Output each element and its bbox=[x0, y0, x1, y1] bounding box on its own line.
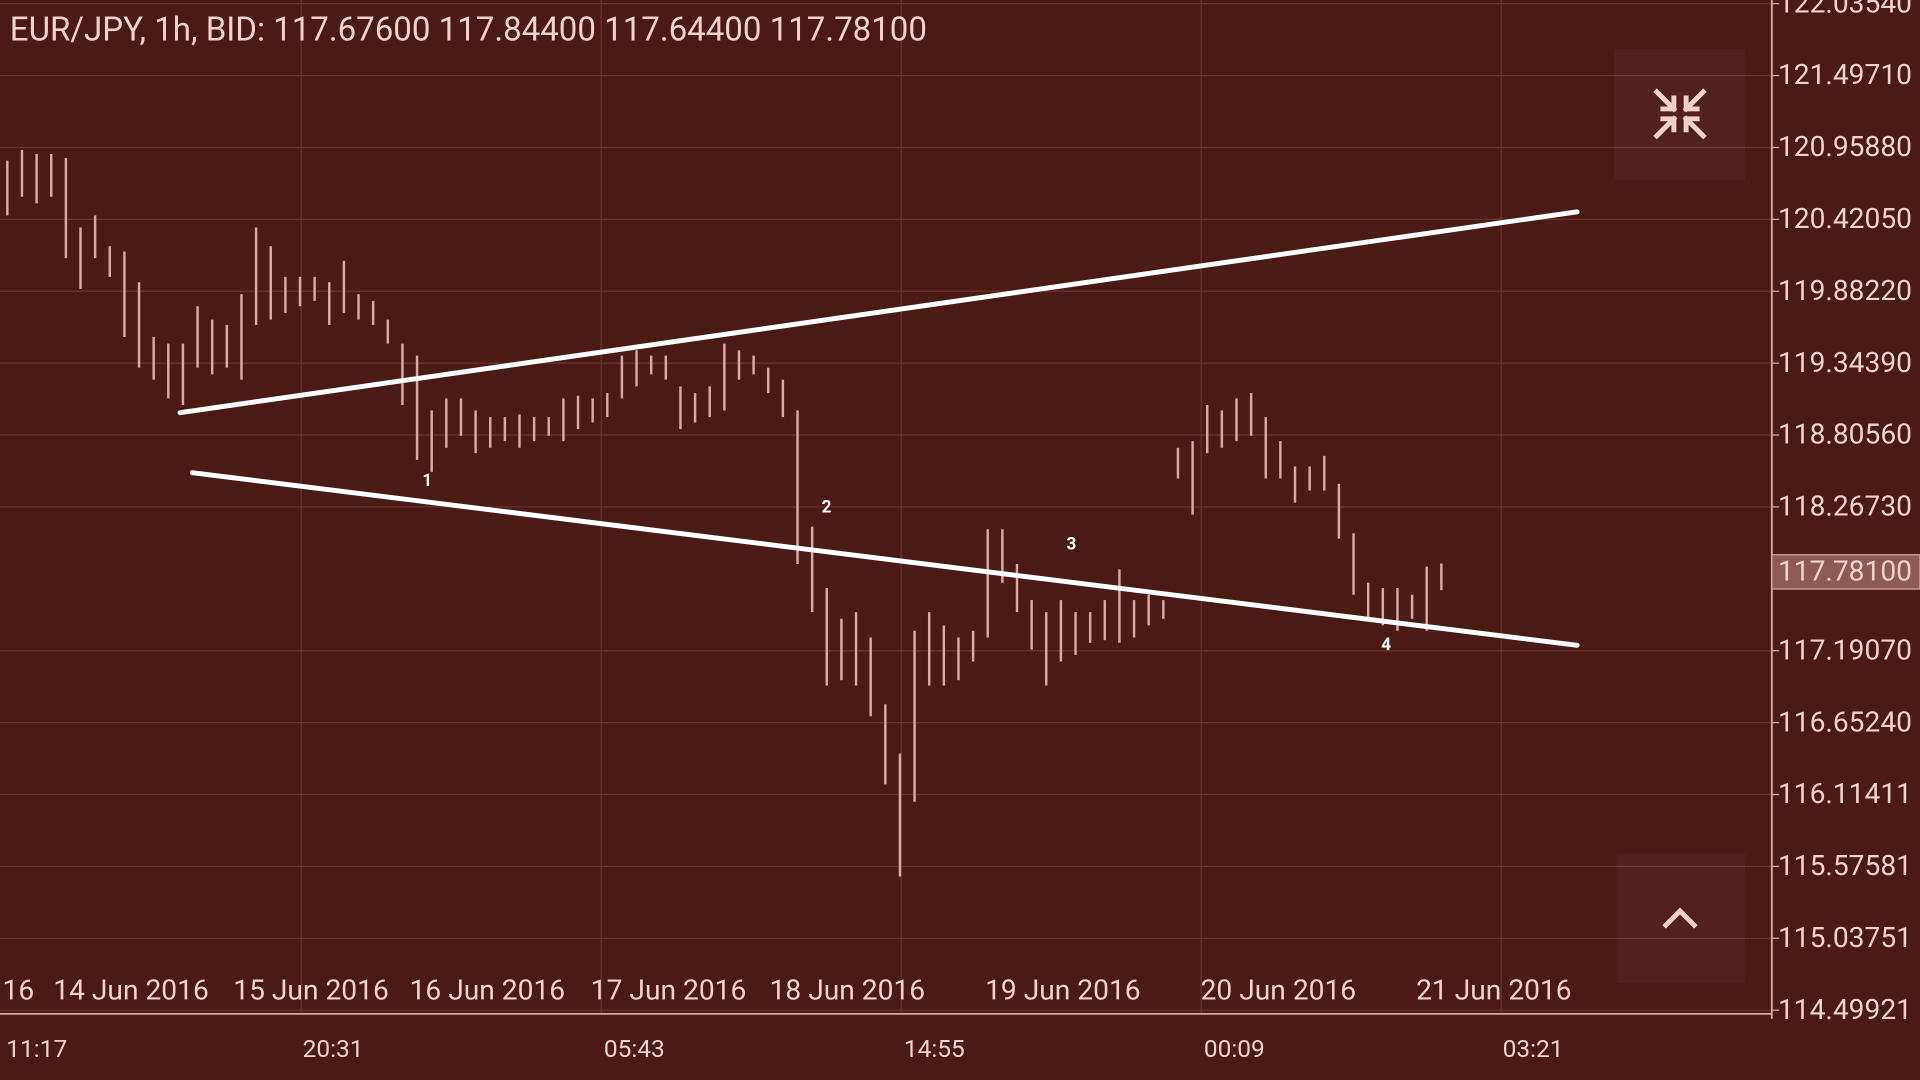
y-tick-label: 120.95880 bbox=[1778, 130, 1912, 163]
x-date-label: 15 Jun 2016 bbox=[233, 973, 389, 1006]
x-time-label: 05:43 bbox=[604, 1034, 665, 1063]
collapse-icon[interactable] bbox=[1653, 88, 1707, 140]
x-time-label: 03:21 bbox=[1503, 1034, 1564, 1063]
trend-line[interactable] bbox=[177, 209, 1580, 416]
x-date-label: 21 Jun 2016 bbox=[1416, 973, 1572, 1006]
collapse-button[interactable] bbox=[1613, 48, 1745, 181]
annotation-label: 4 bbox=[1381, 635, 1391, 655]
x-date-label: 16 bbox=[3, 973, 35, 1006]
y-tick-label: 116.65240 bbox=[1778, 705, 1912, 738]
y-tick-label: 118.80560 bbox=[1778, 418, 1912, 451]
x-date-label: 14 Jun 2016 bbox=[53, 973, 209, 1006]
x-date-label: 17 Jun 2016 bbox=[591, 973, 747, 1006]
annotation-label: 3 bbox=[1067, 534, 1077, 554]
y-tick-label: 118.26730 bbox=[1778, 490, 1912, 523]
y-tick-label: 119.34390 bbox=[1778, 346, 1912, 379]
button-background[interactable] bbox=[1616, 853, 1745, 984]
x-date-label: 20 Jun 2016 bbox=[1201, 973, 1357, 1006]
x-date-label: 16 Jun 2016 bbox=[410, 973, 566, 1006]
y-tick-label: 115.57581 bbox=[1778, 849, 1912, 882]
x-time-label: 00:09 bbox=[1204, 1034, 1265, 1063]
x-time-label: 14:55 bbox=[904, 1034, 965, 1063]
annotations: 1 2 3 4 bbox=[422, 471, 1391, 655]
last-price-box bbox=[1771, 554, 1920, 590]
x-time-label: 11:17 bbox=[6, 1034, 67, 1063]
last-price-label: 117.78100 bbox=[1778, 555, 1912, 588]
annotation-label: 1 bbox=[422, 471, 432, 491]
price-bars bbox=[6, 149, 1443, 877]
trend-line[interactable] bbox=[189, 470, 1580, 648]
button-background[interactable] bbox=[1613, 48, 1745, 181]
x-date-label: 18 Jun 2016 bbox=[770, 973, 926, 1006]
y-tick-label: 114.49921 bbox=[1778, 993, 1912, 1026]
y-tick-label: 116.11411 bbox=[1778, 777, 1912, 810]
chart-title: EUR/JPY, 1h, BID: 117.67600 117.84400 11… bbox=[10, 11, 927, 50]
scroll-up-button[interactable] bbox=[1616, 853, 1745, 984]
y-tick-label: 119.88220 bbox=[1778, 274, 1912, 307]
y-tick-label: 120.42050 bbox=[1778, 202, 1912, 235]
x-time-label: 20:31 bbox=[303, 1034, 364, 1063]
y-tick-label: 122.03540 bbox=[1778, 0, 1912, 19]
y-tick-label: 115.03751 bbox=[1778, 921, 1912, 954]
axes: 122.03540 121.49710 120.95880 120.42050 119.… bbox=[3, 0, 1920, 1063]
chevron-up-icon[interactable] bbox=[1662, 907, 1698, 929]
y-tick-label: 121.49710 bbox=[1778, 58, 1912, 91]
x-date-label: 19 Jun 2016 bbox=[985, 973, 1141, 1006]
y-tick-label: 117.19070 bbox=[1778, 633, 1912, 666]
annotation-label: 2 bbox=[822, 498, 832, 518]
